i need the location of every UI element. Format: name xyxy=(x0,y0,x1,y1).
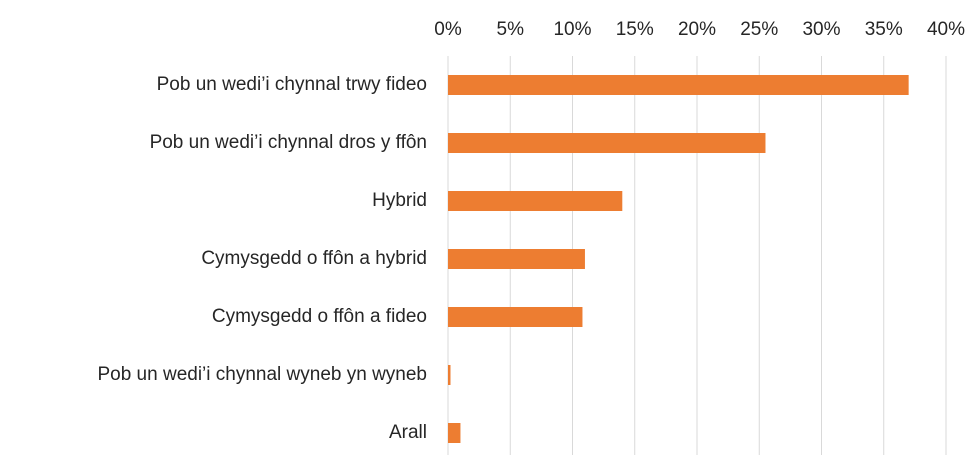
x-tick-label: 15% xyxy=(616,19,654,40)
y-tick-label: Cymysgedd o ffôn a fideo xyxy=(212,306,427,327)
x-tick-label: 35% xyxy=(865,19,903,40)
y-tick-label: Cymysgedd o ffôn a hybrid xyxy=(201,248,427,269)
y-tick-label: Pob un wedi’i chynnal trwy fideo xyxy=(157,74,427,95)
x-tick-label: 5% xyxy=(497,19,525,40)
bar xyxy=(448,75,909,95)
y-tick-label: Arall xyxy=(389,422,427,443)
x-tick-label: 0% xyxy=(434,19,462,40)
bar xyxy=(448,307,583,327)
y-tick-label: Pob un wedi’i chynnal dros y ffôn xyxy=(150,132,427,153)
x-tick-label: 20% xyxy=(678,19,716,40)
y-tick-label: Hybrid xyxy=(372,190,427,211)
y-tick-label: Pob un wedi’i chynnal wyneb yn wyneb xyxy=(97,364,427,385)
bar xyxy=(448,365,451,385)
x-tick-label: 25% xyxy=(740,19,778,40)
bar xyxy=(448,249,585,269)
bar xyxy=(448,133,766,153)
bar xyxy=(448,423,461,443)
x-tick-label: 10% xyxy=(553,19,591,40)
x-tick-label: 30% xyxy=(802,19,840,40)
x-tick-label: 40% xyxy=(927,19,965,40)
bar xyxy=(448,191,623,211)
